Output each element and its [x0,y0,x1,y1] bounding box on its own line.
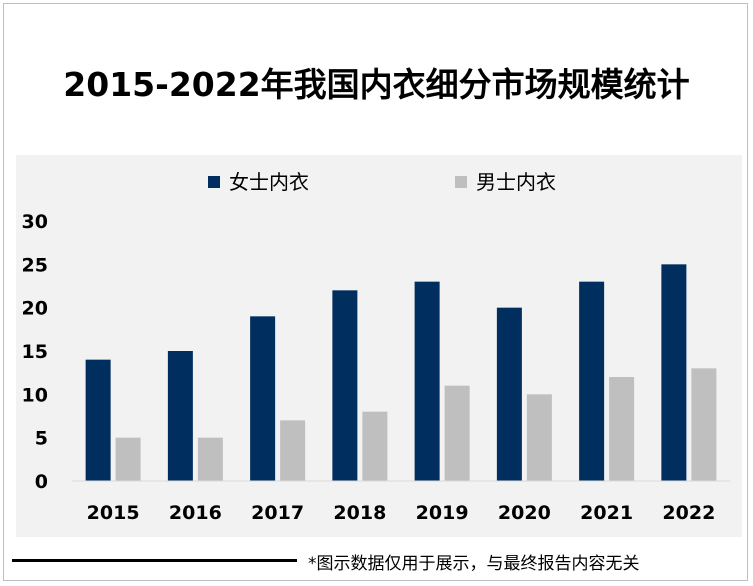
bar-men-2018 [362,411,388,481]
legend: 女士内衣 男士内衣 [208,170,556,194]
bar-women-2016 [167,351,193,481]
legend-swatch [455,176,467,188]
bar-women-2019 [414,281,440,481]
legend-label: 女士内衣 [229,170,309,194]
bar-men-2017 [280,420,306,481]
y-axis: 0 5 10 15 20 25 30 [22,211,48,493]
x-tick-label: 2015 [87,502,140,524]
bar-women-2022 [661,264,687,481]
y-tick-label: 0 [35,471,48,493]
footer-rule [12,559,297,562]
bar-women-2021 [579,281,605,481]
x-tick-label: 2016 [169,502,222,524]
bar-women-2018 [332,290,358,481]
x-axis: 2015 2016 2017 2018 2019 2020 2021 2022 [72,480,730,524]
bar-men-2022 [691,368,717,481]
x-tick-label: 2017 [251,502,304,524]
bar-men-2019 [444,385,470,481]
x-tick-label: 2019 [416,502,469,524]
x-tick-label: 2021 [580,502,633,524]
y-tick-label: 10 [22,384,48,406]
bar-men-2020 [526,394,552,481]
y-tick-label: 5 [35,428,48,450]
bar-men-2015 [115,437,141,481]
legend-label: 男士内衣 [476,170,556,194]
chart-title: 2015-2022年我国内衣细分市场规模统计 [63,65,690,104]
bar-women-2017 [250,316,276,481]
y-tick-label: 15 [22,341,48,363]
x-tick-label: 2018 [333,502,386,524]
y-tick-label: 20 [22,298,48,320]
footer-note: *图示数据仅用于展示，与最终报告内容无关 [308,554,640,574]
legend-swatch [208,176,220,188]
bar-women-2020 [496,307,522,481]
bars [85,264,717,481]
bar-women-2015 [85,359,111,481]
y-tick-label: 25 [22,254,48,276]
bar-men-2021 [609,377,635,481]
y-tick-label: 30 [22,211,48,233]
x-tick-label: 2020 [498,502,551,524]
x-tick-label: 2022 [662,502,715,524]
bar-men-2016 [197,437,223,481]
